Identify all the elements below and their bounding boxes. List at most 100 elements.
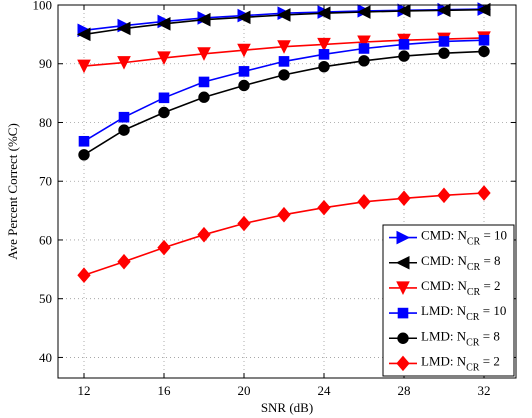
legend-label-subscript: CR	[466, 362, 480, 373]
data-point	[198, 91, 210, 103]
legend-item: LMD: NCR = 10	[389, 303, 506, 323]
legend-item: LMD: NCR = 2	[389, 353, 500, 373]
data-point	[276, 8, 291, 22]
legend-item: CMD: NCR = 2	[389, 278, 501, 298]
legend-label: CMD: NCR = 8	[421, 253, 501, 273]
legend-marker	[396, 230, 411, 245]
y-tick-label: 100	[33, 0, 53, 13]
x-tick-label: 16	[158, 383, 172, 398]
data-point	[117, 56, 131, 70]
y-tick-label: 50	[39, 291, 52, 306]
data-point	[238, 79, 250, 92]
data-point	[277, 206, 291, 223]
series-5	[78, 45, 490, 161]
data-point	[316, 6, 331, 21]
data-point	[438, 47, 450, 59]
legend-marker	[396, 355, 410, 372]
legend-marker	[396, 281, 410, 296]
data-point	[156, 16, 171, 31]
data-point	[198, 76, 210, 88]
x-tick-label: 12	[78, 383, 91, 398]
data-point	[197, 47, 211, 61]
data-point	[238, 66, 250, 77]
legend-label-subscript: CR	[467, 287, 481, 298]
y-tick-label: 60	[39, 232, 52, 247]
data-point	[76, 27, 91, 42]
data-point	[277, 40, 291, 54]
data-point	[158, 92, 170, 104]
legend-label-main: LMD: N	[421, 303, 467, 318]
series-4	[78, 34, 490, 147]
data-point	[118, 111, 130, 123]
data-point	[357, 35, 371, 50]
data-point	[358, 43, 370, 54]
legend-label: CMD: NCR = 2	[421, 278, 501, 298]
legend-label-tail: = 8	[479, 328, 499, 343]
legend-marker	[395, 255, 410, 270]
legend-label-subscript: CR	[467, 237, 481, 248]
legend-label-subscript: CR	[467, 262, 481, 273]
x-tick-label: 24	[318, 383, 332, 398]
data-point	[78, 135, 90, 147]
data-point	[236, 10, 251, 25]
series-2	[76, 2, 491, 42]
legend-item: CMD: NCR = 10	[389, 228, 507, 248]
series-1	[77, 2, 492, 38]
data-point	[157, 51, 171, 65]
legend-label-subscript: CR	[466, 312, 480, 323]
data-point	[317, 37, 331, 52]
data-point	[397, 190, 411, 207]
legend-marker	[397, 307, 409, 319]
legend-label-main: CMD: N	[421, 228, 467, 243]
legend-label-tail: = 10	[480, 228, 507, 243]
data-point	[358, 55, 370, 67]
y-tick-label: 90	[39, 56, 52, 71]
data-point	[436, 3, 451, 18]
x-tick-label: 28	[398, 383, 411, 398]
y-tick-label: 70	[39, 174, 52, 189]
legend-label-subscript: CR	[466, 337, 480, 348]
data-point	[237, 215, 251, 232]
legend-box	[382, 224, 515, 377]
legend-item: CMD: NCR = 8	[389, 253, 501, 273]
data-point	[77, 267, 91, 283]
data-point	[477, 185, 491, 201]
x-tick-label: 32	[478, 383, 491, 398]
data-point	[278, 56, 290, 67]
data-point	[478, 45, 490, 58]
data-point	[157, 239, 171, 256]
data-point	[196, 12, 211, 27]
series-6	[77, 185, 491, 283]
x-axis-label: SNR (dB)	[261, 400, 313, 415]
data-point	[437, 187, 451, 204]
series-line	[83, 50, 485, 156]
legend-label: LMD: NCR = 2	[421, 353, 500, 373]
data-point	[317, 199, 331, 216]
data-point	[398, 39, 410, 50]
data-point	[478, 34, 490, 46]
legend-label-tail: = 8	[480, 253, 500, 268]
y-tick-label: 80	[39, 115, 52, 130]
legend-label: LMD: NCR = 8	[421, 328, 500, 348]
data-point	[237, 43, 251, 58]
data-point	[117, 253, 131, 270]
legend-label-tail: = 2	[480, 278, 500, 293]
data-point	[197, 226, 211, 243]
x-tick-label: 20	[238, 383, 251, 398]
legend-item: LMD: NCR = 8	[389, 328, 500, 348]
data-point	[398, 50, 410, 62]
legend-label-main: LMD: N	[421, 328, 467, 343]
plot-frame	[57, 4, 517, 379]
legend-label-main: CMD: N	[421, 278, 467, 293]
legend-label-main: LMD: N	[421, 353, 467, 368]
data-point	[78, 149, 90, 161]
legend-marker	[397, 332, 409, 344]
legend-label-tail: = 10	[479, 303, 506, 318]
data-point	[438, 36, 450, 47]
legend-label: LMD: NCR = 10	[421, 303, 506, 323]
data-point	[118, 124, 130, 136]
data-point	[357, 194, 371, 210]
legend-label-main: CMD: N	[421, 253, 467, 268]
